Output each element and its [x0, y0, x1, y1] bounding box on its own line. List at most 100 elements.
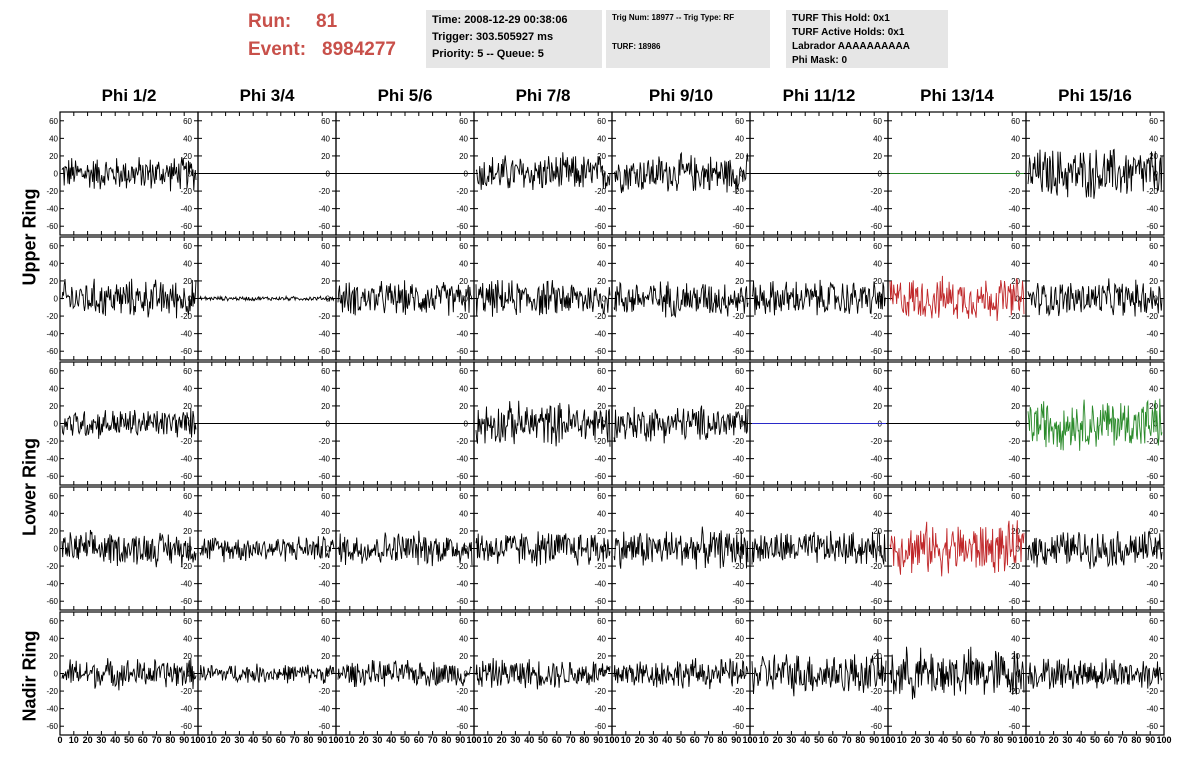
turf-text: TURF: 18986	[612, 42, 661, 51]
y-tick-label: -40	[456, 580, 468, 589]
waveform-panel-r1-c4: 60 40 20 0 -20 -40 -60	[611, 236, 751, 361]
y-tick-label: -60	[318, 722, 330, 731]
waveform-trace	[1027, 398, 1163, 451]
y-tick-label: 60	[321, 617, 330, 626]
y-tick-label: -60	[870, 597, 882, 606]
y-tick-label: 60	[183, 117, 192, 126]
y-tick-label: 20	[597, 402, 606, 411]
y-tick-label: 40	[1011, 634, 1020, 643]
y-tick-label: -40	[180, 580, 192, 589]
y-tick-label: 20	[1149, 152, 1158, 161]
y-tick-label: 0	[740, 295, 745, 304]
y-tick-label: -20	[1008, 562, 1020, 571]
x-tick-label: 0	[609, 735, 614, 745]
y-tick-label: 40	[873, 259, 882, 268]
x-tick-label: 80	[303, 735, 313, 745]
y-tick-label: 60	[1149, 367, 1158, 376]
y-tick-label: 40	[1011, 259, 1020, 268]
y-tick-label: -60	[456, 722, 468, 731]
y-tick-label: 60	[321, 367, 330, 376]
y-tick-label: 20	[183, 527, 192, 536]
waveform-trace	[475, 657, 611, 690]
y-tick-label: 0	[188, 295, 193, 304]
waveform-panel-r0-c2: 60 40 20 0 -20 -40 -60	[335, 111, 475, 236]
y-tick-label: -40	[732, 580, 744, 589]
column-header-phi-7-8: Phi 7/8	[515, 86, 571, 105]
waveform-panel-r2-c6: 60 40 20 0 -20 -40 -60	[887, 361, 1027, 486]
y-tick-label: 20	[183, 402, 192, 411]
y-tick-label: -60	[1008, 722, 1020, 731]
labrador-text: Labrador AAAAAAAAAA	[792, 41, 910, 52]
y-tick-label: 40	[735, 134, 744, 143]
y-tick-label: 40	[1149, 634, 1158, 643]
x-tick-label: 100	[190, 735, 205, 745]
waveform-panel-r2-c2: 60 40 20 0 -20 -40 -60	[335, 361, 475, 486]
y-tick-label: 60	[735, 617, 744, 626]
x-tick-label: 30	[786, 735, 796, 745]
y-tick-label: 0	[54, 170, 59, 179]
y-tick-label: 20	[1011, 652, 1020, 661]
y-tick-label: -20	[180, 312, 192, 321]
y-tick-label: 60	[1011, 617, 1020, 626]
y-tick-label: -20	[46, 312, 58, 321]
x-tick-label: 100	[328, 735, 343, 745]
x-tick-label: 10	[759, 735, 769, 745]
y-tick-label: -40	[1146, 330, 1158, 339]
waveform-trace	[751, 279, 887, 316]
x-tick-label: 40	[800, 735, 810, 745]
waveform-panel-r3-c1: 60 40 20 0 -20 -40 -60	[197, 486, 337, 611]
y-tick-label: 20	[183, 277, 192, 286]
x-tick-label: 50	[676, 735, 686, 745]
y-tick-label: 0	[1016, 170, 1021, 179]
x-tick-label: 80	[1131, 735, 1141, 745]
x-tick-label: 10	[897, 735, 907, 745]
y-tick-label: 20	[49, 277, 58, 286]
y-tick-label: 20	[597, 527, 606, 536]
run-event-box: Run: 81 Event: 8984277	[248, 8, 418, 64]
y-tick-label: -20	[318, 312, 330, 321]
y-tick-label: -60	[318, 222, 330, 231]
x-tick-label: 20	[911, 735, 921, 745]
waveform-trace	[337, 530, 473, 567]
x-tick-label: 90	[455, 735, 465, 745]
y-tick-label: -20	[594, 437, 606, 446]
waveform-trace	[889, 646, 1025, 700]
waveform-trace	[613, 658, 749, 690]
x-tick-label: 10	[69, 735, 79, 745]
trig-info-box: Trig Num: 18977 -- Trig Type: RF TURF: 1…	[606, 10, 770, 68]
y-tick-label: -40	[180, 205, 192, 214]
time-text: Time: 2008-12-29 00:38:06	[432, 14, 568, 26]
waveform-trace	[61, 658, 197, 691]
y-tick-label: 60	[1149, 117, 1158, 126]
y-tick-label: 40	[1149, 134, 1158, 143]
waveform-panel-r0-c0: 60 60 40 40 20 20 0 0 -20 -20 -40 -40 -60 -60	[46, 111, 199, 236]
y-tick-label: -60	[1008, 347, 1020, 356]
x-tick-label: 100	[1018, 735, 1033, 745]
y-tick-label: 20	[459, 402, 468, 411]
x-tick-label: 90	[593, 735, 603, 745]
y-tick-label: -20	[732, 687, 744, 696]
x-tick-label: 60	[828, 735, 838, 745]
y-tick-label: 20	[735, 652, 744, 661]
y-tick-label: 20	[1011, 527, 1020, 536]
y-tick-label: -20	[46, 562, 58, 571]
y-tick-label: -20	[870, 187, 882, 196]
waveform-trace	[1027, 658, 1163, 690]
y-tick-label: 0	[878, 420, 883, 429]
y-tick-label: 40	[597, 384, 606, 393]
y-tick-label: 60	[459, 242, 468, 251]
y-tick-label: 20	[1149, 277, 1158, 286]
y-tick-label: -60	[594, 597, 606, 606]
waveform-panel-r0-c1: 60 40 20 0 -20 -40 -60	[197, 111, 337, 236]
waveform-trace	[889, 275, 1025, 322]
y-tick-label: 20	[459, 152, 468, 161]
x-tick-label: 50	[538, 735, 548, 745]
waveform-trace	[613, 281, 749, 319]
y-tick-label: 20	[873, 152, 882, 161]
y-tick-label: -20	[594, 562, 606, 571]
x-tick-label: 20	[221, 735, 231, 745]
y-tick-label: -60	[180, 472, 192, 481]
y-tick-label: 40	[183, 134, 192, 143]
